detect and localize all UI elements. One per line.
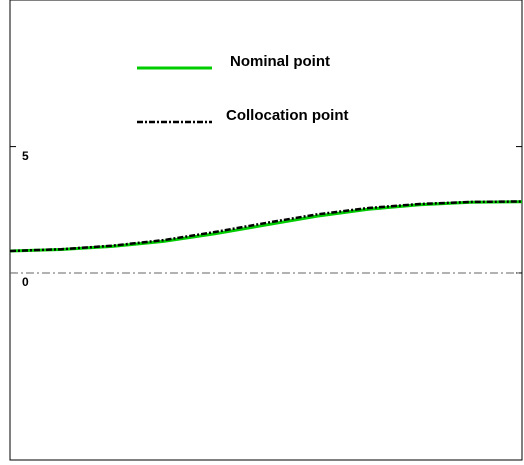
y-tick-label: 0: [22, 275, 29, 289]
plot-frame: [9, 0, 523, 461]
series-line: [9, 200, 523, 253]
y-tick-label: 5: [22, 149, 29, 163]
legend-label: Nominal point: [230, 53, 330, 70]
legend-label: Collocation point: [226, 107, 348, 124]
series-line: [9, 200, 523, 253]
